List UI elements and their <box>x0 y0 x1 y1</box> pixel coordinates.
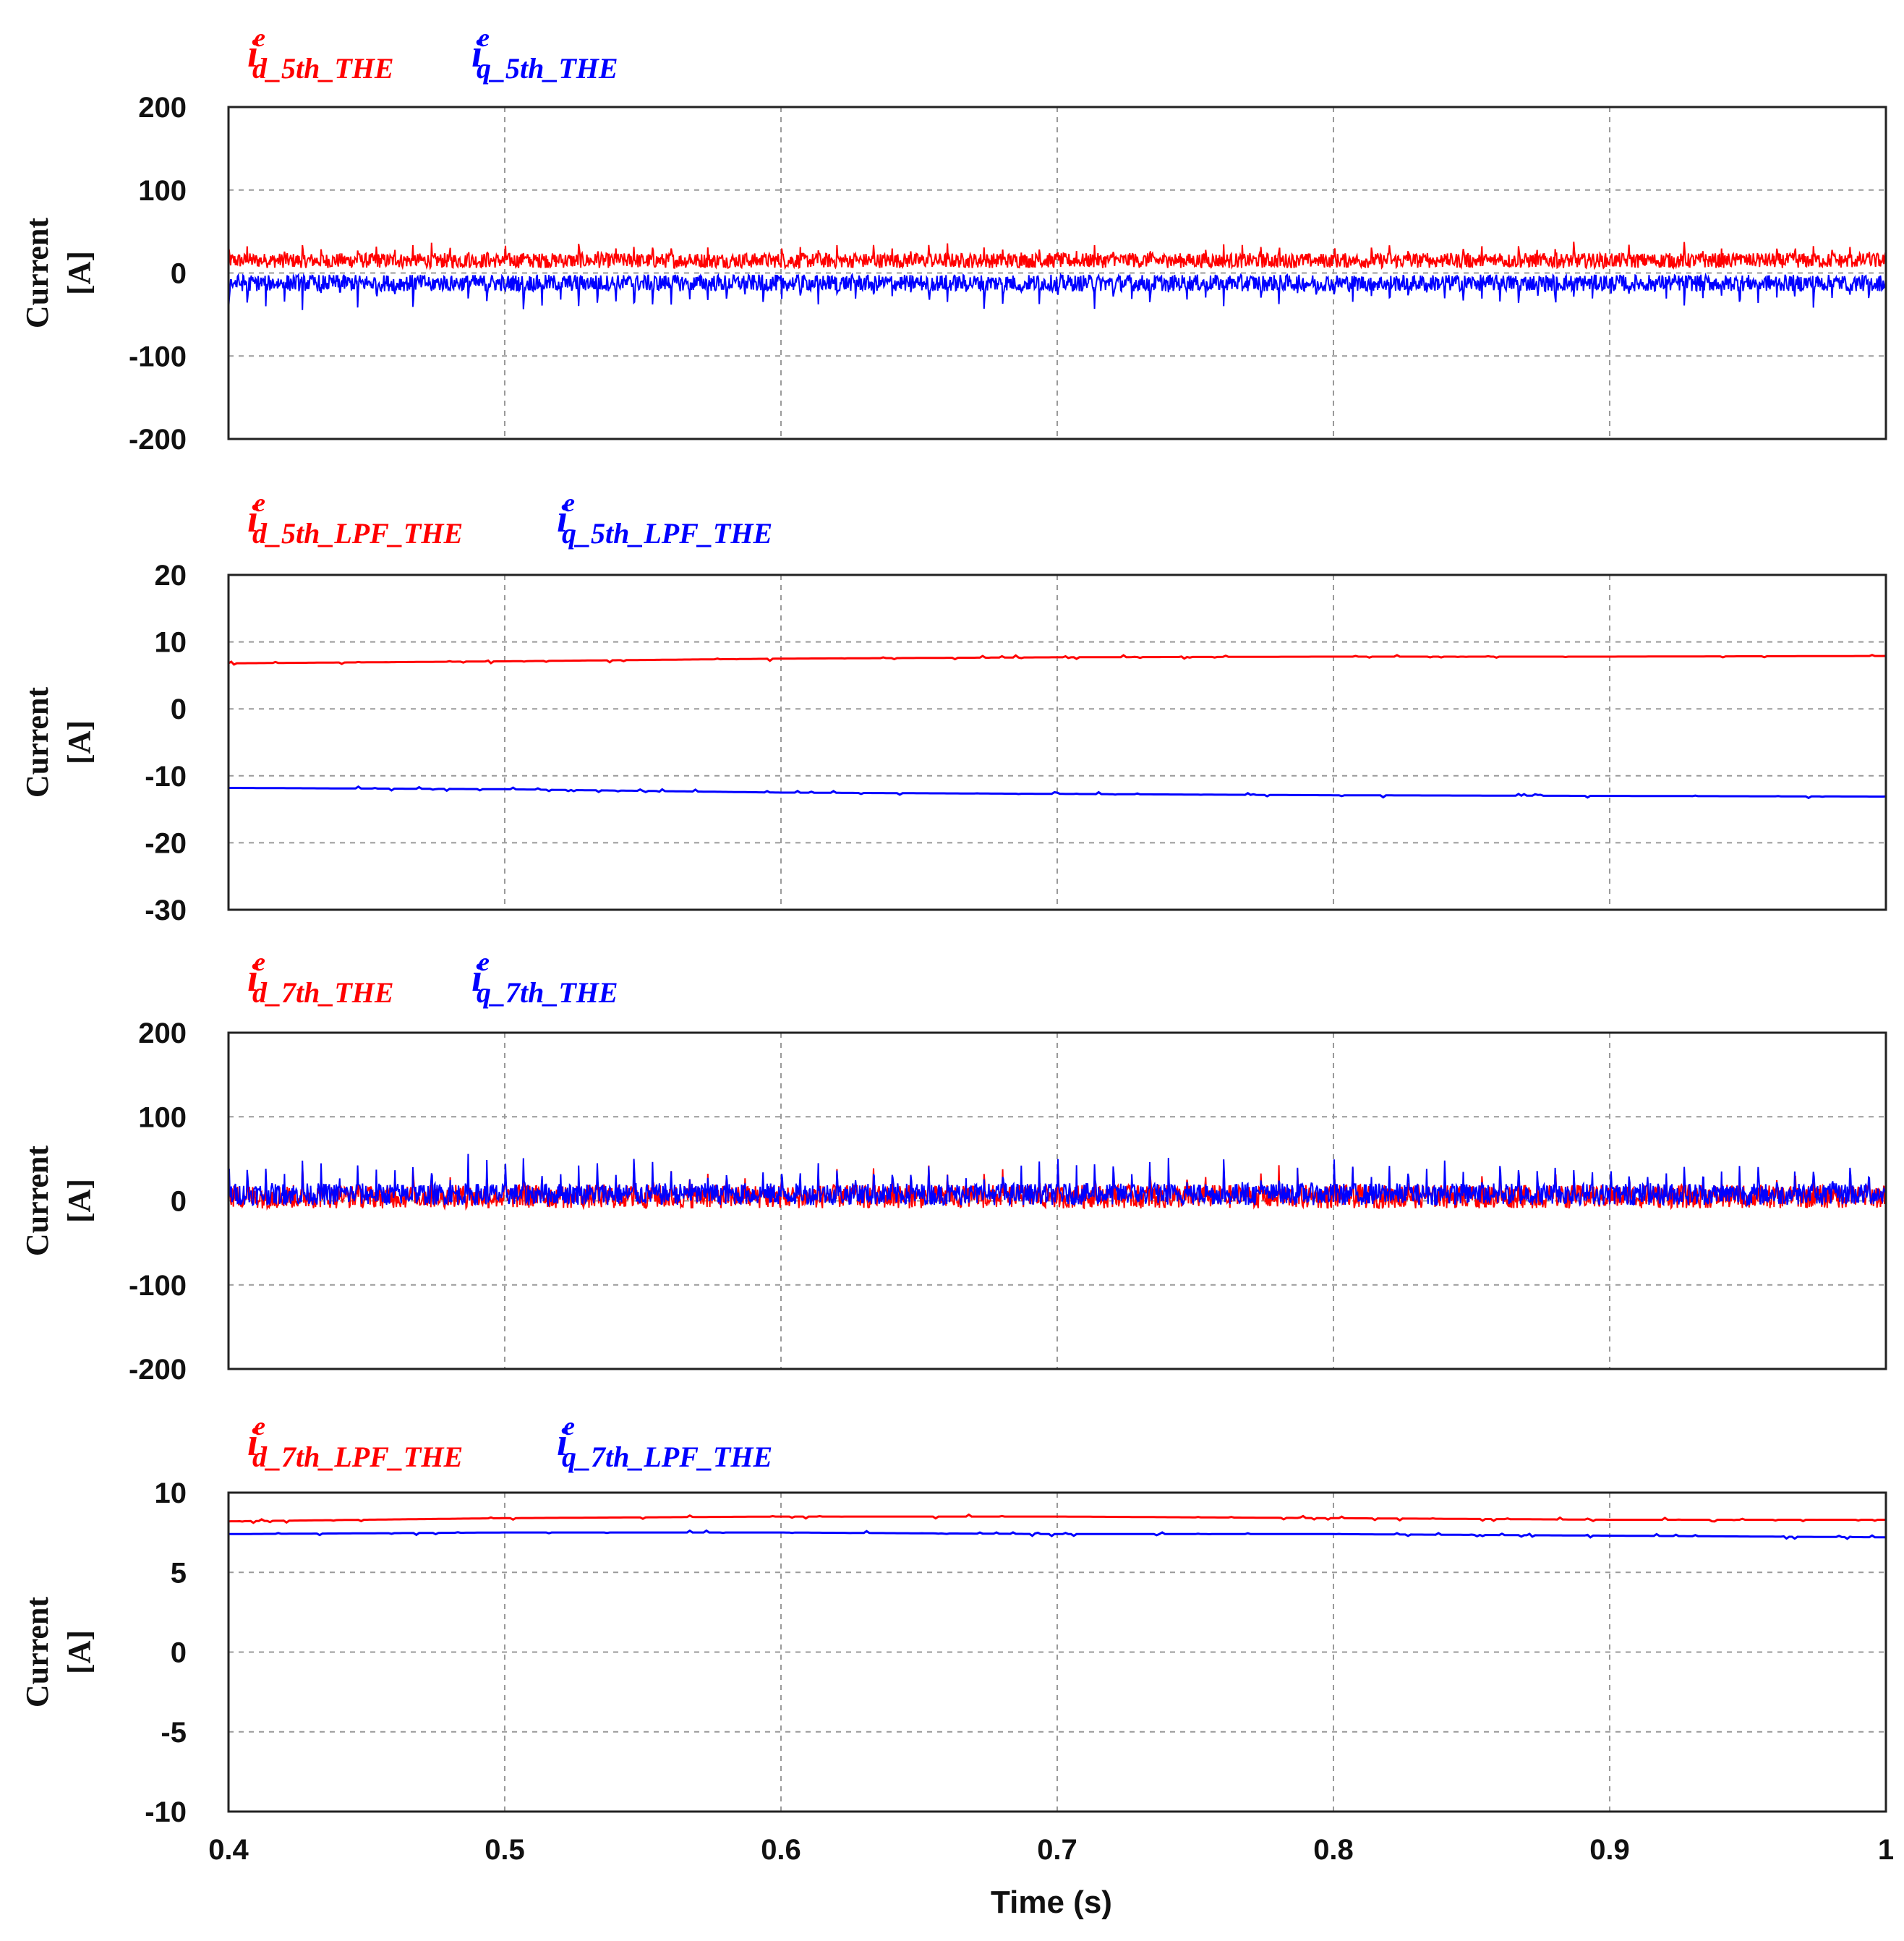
legend-label-q: ie q_5th_LPF_THE <box>557 488 772 550</box>
y-tick-label: 0 <box>171 694 187 725</box>
y-tick-label: -5 <box>161 1717 187 1749</box>
plot-frame <box>227 106 1887 440</box>
legend-label-d: ie d_7th_LPF_THE <box>247 1412 463 1473</box>
y-axis-unit: [A] <box>61 1179 97 1223</box>
y-axis-label: Current <box>20 218 55 329</box>
legend-label-q: ie q_7th_LPF_THE <box>557 1412 772 1473</box>
panel-2: 20 10 0 -10 -20 -30 ie d_5th_LPF_THE ie q_5th_LPF… <box>20 488 1887 926</box>
y-tick-label: 10 <box>155 627 187 659</box>
y-tick-label: -100 <box>129 341 187 372</box>
y-axis-label: Current <box>20 1597 55 1708</box>
x-tick-label: 0.5 <box>484 1834 525 1866</box>
series-line-q <box>228 1153 1887 1208</box>
series-line-q <box>229 1529 1886 1540</box>
y-tick-label: 10 <box>155 1477 187 1509</box>
y-tick-label: 0 <box>171 1186 187 1218</box>
panel-4: 10 5 0 -5 -10 ie d_7th_LPF_THE ie q_7th_LPF_THE C… <box>20 1412 1894 1920</box>
y-tick-label: -200 <box>129 1354 187 1386</box>
x-tick-label: 0.6 <box>761 1834 801 1866</box>
plot-area <box>229 575 1886 910</box>
legend-label-d: ie d_7th_THE <box>247 947 394 1009</box>
y-axis-unit: [A] <box>61 1630 97 1674</box>
x-axis-label: Time (s) <box>991 1885 1112 1920</box>
y-tick-label: -30 <box>145 895 187 926</box>
y-tick-label: 0 <box>171 258 187 290</box>
series-line-d <box>228 654 1887 666</box>
panel-3: 200 100 0 -100 -200 ie d_7th_THE ie q_7th_THE Cur… <box>20 947 1887 1386</box>
y-tick-label: -20 <box>145 827 187 859</box>
series-line-q <box>229 785 1887 800</box>
y-tick-label: 200 <box>138 1018 187 1049</box>
legend-label-d: ie d_5th_LPF_THE <box>247 488 463 550</box>
y-tick-label: 100 <box>138 175 187 207</box>
x-tick-label: 0.9 <box>1589 1834 1630 1866</box>
y-tick-label: 5 <box>171 1557 187 1589</box>
x-tick-label: 1 <box>1878 1834 1894 1866</box>
y-tick-label: -200 <box>129 424 187 456</box>
x-tick-label: 0.7 <box>1037 1834 1077 1866</box>
series-line-d <box>228 242 1887 271</box>
series-line-q <box>228 272 1887 312</box>
plot-frame <box>227 573 1887 911</box>
y-tick-label: 100 <box>138 1101 187 1133</box>
y-axis-label: Current <box>20 687 55 798</box>
y-tick-label: 200 <box>138 92 187 124</box>
legend-label-q: ie q_5th_THE <box>471 23 618 85</box>
y-tick-label: -100 <box>129 1270 187 1302</box>
plot-frame <box>227 1491 1887 1813</box>
y-tick-label: -10 <box>145 1796 187 1828</box>
y-axis-unit: [A] <box>61 720 97 764</box>
y-axis-label: Current <box>20 1146 55 1257</box>
y-tick-label: 0 <box>171 1637 187 1669</box>
y-axis-unit: [A] <box>61 251 97 295</box>
x-tick-label: 0.4 <box>208 1834 249 1866</box>
series-line-d <box>228 1513 1886 1524</box>
plot-frame <box>227 1031 1887 1370</box>
y-tick-label: -10 <box>145 761 187 793</box>
legend-label-d: ie d_5th_THE <box>247 23 394 85</box>
panel-1: 200 100 0 -100 -200 ie d_5th_THE ie q_5th_THE Cur… <box>20 23 1887 456</box>
y-tick-label: 20 <box>155 560 187 592</box>
legend-label-q: ie q_7th_THE <box>471 947 618 1009</box>
x-tick-label: 0.8 <box>1313 1834 1354 1866</box>
